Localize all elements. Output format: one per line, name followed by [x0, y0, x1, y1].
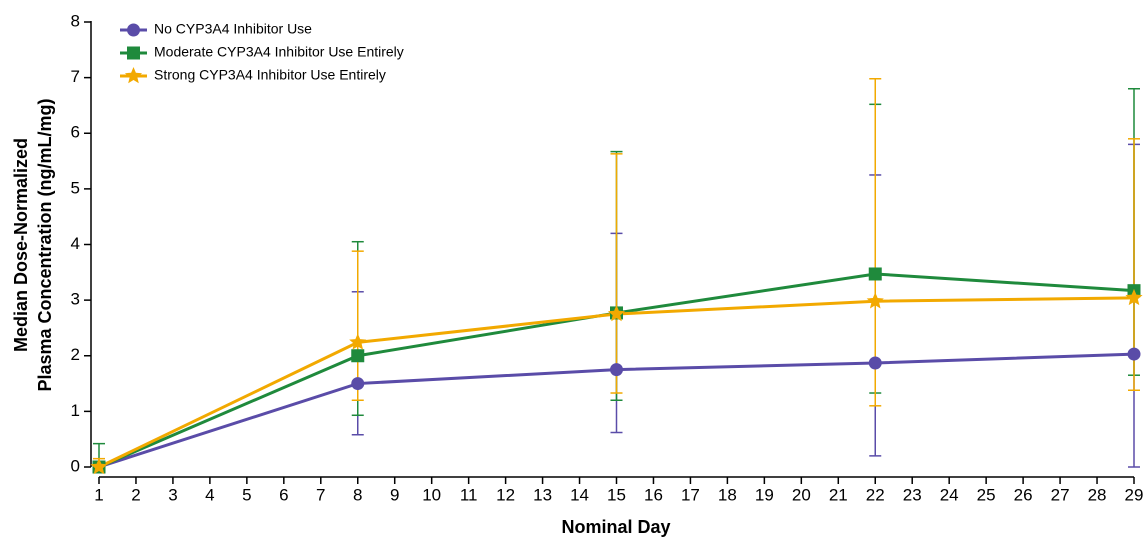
data-point	[866, 292, 884, 309]
x-tick-label: 14	[570, 485, 589, 504]
x-tick-label: 18	[718, 485, 737, 504]
data-point	[351, 377, 365, 391]
x-tick-label: 7	[316, 485, 325, 504]
y-tick-label: 8	[71, 11, 80, 30]
x-tick-label: 24	[940, 485, 959, 504]
data-point	[351, 349, 365, 363]
x-tick-label: 29	[1125, 485, 1143, 504]
x-tick-label: 6	[279, 485, 288, 504]
data-point	[610, 363, 623, 377]
x-tick-label: 10	[422, 485, 441, 504]
legend-label: Moderate CYP3A4 Inhibitor Use Entirely	[154, 44, 404, 60]
x-tick-label: 26	[1014, 485, 1033, 504]
legend-marker	[127, 46, 140, 60]
data-point	[349, 333, 367, 350]
x-tick-label: 20	[792, 485, 811, 504]
x-tick-label: 5	[242, 485, 251, 504]
data-point	[868, 267, 882, 281]
legend-marker	[127, 23, 140, 37]
x-axis-label: Nominal Day	[561, 517, 670, 537]
y-tick-label: 4	[71, 234, 80, 253]
legend-marker	[124, 67, 143, 84]
x-tick-label: 28	[1088, 485, 1107, 504]
x-tick-label: 22	[866, 485, 885, 504]
y-tick-label: 1	[71, 401, 80, 420]
data-point	[868, 356, 882, 370]
y-tick-label: 6	[71, 123, 80, 142]
x-tick-label: 3	[168, 485, 177, 504]
x-tick-label: 15	[607, 485, 626, 504]
x-tick-label: 4	[205, 485, 214, 504]
x-tick-label: 1	[94, 485, 103, 504]
x-tick-label: 16	[644, 485, 663, 504]
data-point	[1125, 288, 1143, 306]
x-tick-label: 21	[829, 485, 848, 504]
data-point	[607, 305, 626, 322]
x-tick-label: 11	[460, 485, 478, 504]
y-tick-label: 5	[71, 178, 80, 197]
data-point	[1127, 347, 1141, 361]
x-tick-label: 25	[977, 485, 996, 504]
x-tick-label: 8	[353, 485, 362, 504]
legend-label: No CYP3A4 Inhibitor Use	[154, 21, 312, 37]
y-tick-label: 0	[71, 456, 80, 475]
x-tick-label: 9	[390, 485, 399, 504]
y-tick-label: 3	[71, 290, 80, 309]
legend-label: Strong CYP3A4 Inhibitor Use Entirely	[154, 67, 386, 83]
x-tick-label: 23	[903, 485, 922, 504]
data-point	[90, 458, 108, 475]
x-tick-label: 2	[131, 485, 140, 504]
x-tick-label: 12	[496, 485, 515, 504]
y-tick-label: 7	[71, 67, 80, 86]
y-axis-label: Median Dose-Normalized	[11, 138, 31, 352]
x-tick-label: 27	[1051, 485, 1070, 504]
x-tick-label: 13	[533, 485, 552, 504]
y-axis-label: Plasma Concentration (ng/mL/mg)	[35, 98, 55, 391]
x-tick-label: 19	[755, 485, 774, 504]
x-tick-label: 17	[681, 485, 700, 504]
y-tick-label: 2	[71, 345, 80, 364]
